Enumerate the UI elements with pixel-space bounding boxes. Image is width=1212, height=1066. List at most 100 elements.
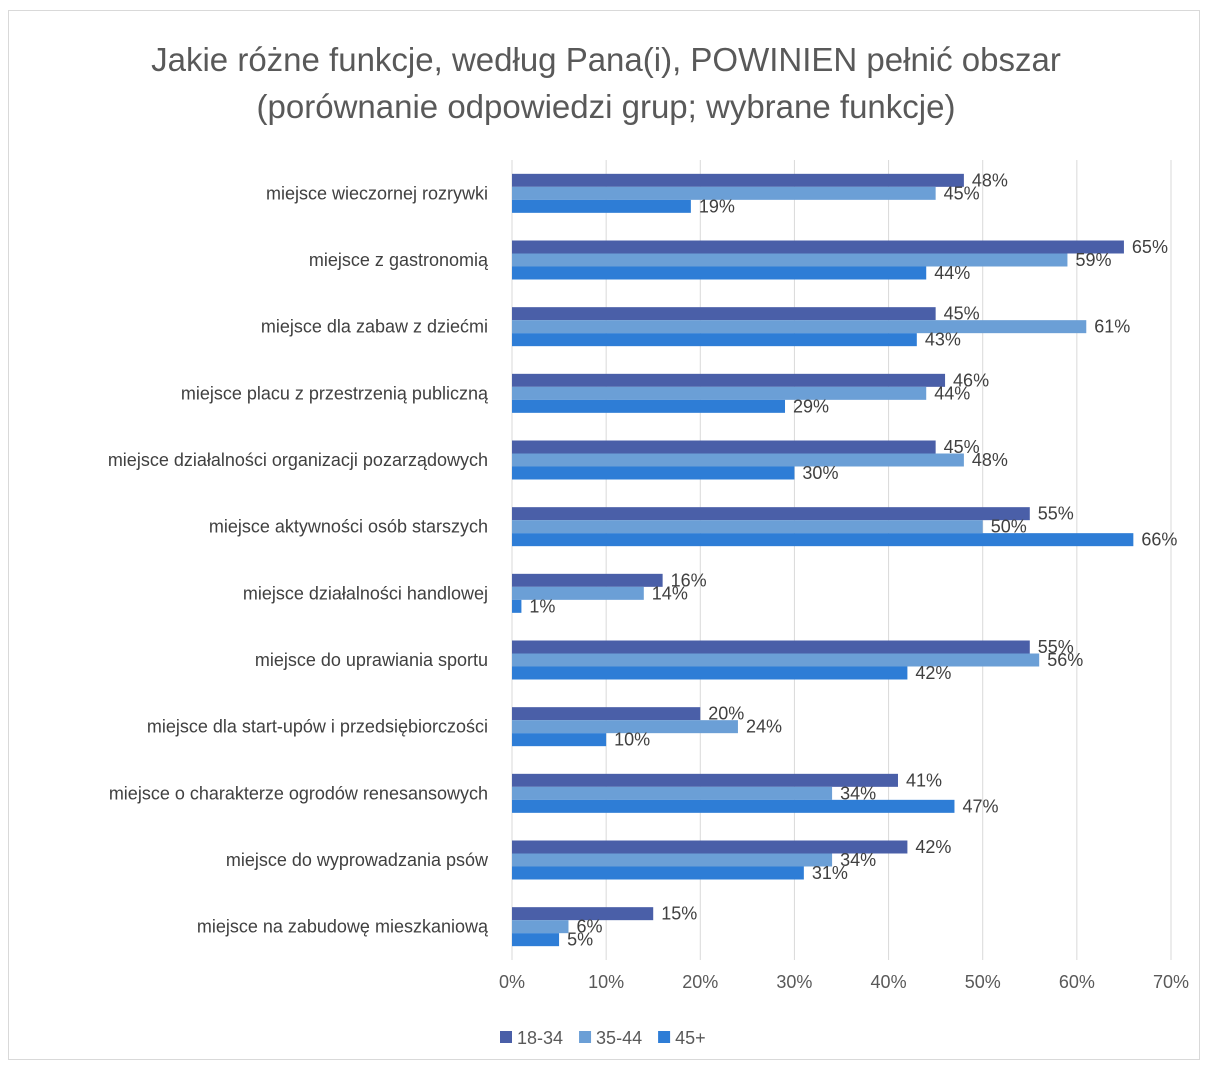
- bar-35-44-3: [512, 386, 927, 400]
- legend-label-45: 45+: [675, 1028, 706, 1048]
- data-label-35-44-10: 34%: [840, 850, 876, 870]
- category-label-miejsce-wieczornej-rozrywki: miejsce wieczornej rozrywki: [266, 183, 488, 203]
- data-label-45-5: 66%: [1141, 530, 1177, 550]
- data-label-45-9: 47%: [962, 796, 998, 816]
- bar-18-34-5: [512, 507, 1030, 521]
- category-label-miejsce-dla-start-up-w-i-przedsi-biorczo-ci: miejsce dla start-upów i przedsiębiorczo…: [147, 717, 488, 737]
- x-tick-0: 0%: [499, 972, 525, 992]
- data-label-35-44-2: 61%: [1094, 317, 1130, 337]
- legend-swatch-45: [658, 1031, 671, 1043]
- data-label-35-44-7: 56%: [1047, 650, 1083, 670]
- bar-18-34-10: [512, 840, 908, 854]
- bar-45-6: [512, 599, 522, 613]
- bar-18-34-3: [512, 373, 946, 387]
- data-label-18-34-2: 45%: [944, 304, 980, 324]
- bar-35-44-10: [512, 853, 833, 867]
- legend-swatch-18-34: [500, 1031, 512, 1043]
- bar-45-1: [512, 266, 927, 280]
- bars: [512, 173, 1134, 947]
- data-label-18-34-5: 55%: [1038, 504, 1074, 524]
- bar-45-4: [512, 466, 795, 480]
- data-label-45-6: 1%: [529, 596, 555, 616]
- x-tick-30: 30%: [776, 972, 812, 992]
- bar-45-11: [512, 933, 560, 947]
- bar-35-44-7: [512, 653, 1040, 667]
- bar-35-44-11: [512, 920, 569, 934]
- data-label-45-11: 5%: [567, 930, 593, 950]
- bar-45-8: [512, 733, 607, 747]
- bar-18-34-6: [512, 573, 663, 587]
- category-label-miejsce-na-zabudow-mieszkaniow: miejsce na zabudowę mieszkaniową: [197, 917, 489, 937]
- x-tick-20: 20%: [682, 972, 718, 992]
- data-label-18-34-7: 55%: [1038, 637, 1074, 657]
- data-label-45-7: 42%: [915, 663, 951, 683]
- data-label-35-44-9: 34%: [840, 783, 876, 803]
- category-label-miejsce-dzia-alno-ci-handlowej: miejsce działalności handlowej: [243, 583, 488, 603]
- x-tick-50: 50%: [965, 972, 1001, 992]
- bar-35-44-6: [512, 586, 644, 600]
- category-label-miejsce-do-wyprowadzania-ps-w: miejsce do wyprowadzania psów: [226, 850, 489, 870]
- category-label-miejsce-aktywno-ci-os-b-starszych: miejsce aktywności osób starszych: [209, 517, 488, 537]
- x-tick-40: 40%: [871, 972, 907, 992]
- data-label-35-44-11: 6%: [576, 917, 602, 937]
- bar-18-34-8: [512, 707, 701, 721]
- data-label-35-44-4: 48%: [972, 450, 1008, 470]
- bar-18-34-11: [512, 907, 654, 921]
- bar-45-0: [512, 199, 691, 213]
- bar-45-10: [512, 866, 804, 880]
- data-label-18-34-4: 45%: [944, 437, 980, 457]
- bar-45-3: [512, 399, 786, 413]
- bar-35-44-9: [512, 786, 833, 800]
- data-labels: 48%45%19%65%59%44%45%61%43%46%44%29%45%4…: [529, 170, 1177, 949]
- bar-45-9: [512, 799, 955, 813]
- bar-35-44-1: [512, 253, 1068, 267]
- data-label-18-34-8: 20%: [708, 704, 744, 724]
- data-label-18-34-1: 65%: [1132, 237, 1168, 257]
- bar-35-44-0: [512, 186, 936, 200]
- x-tick-10: 10%: [588, 972, 624, 992]
- bar-35-44-2: [512, 320, 1087, 334]
- chart-title: Jakie różne funkcje, według Pana(i), POW…: [0, 36, 1212, 130]
- category-label-miejsce-do-uprawiania-sportu: miejsce do uprawiania sportu: [255, 650, 488, 670]
- category-label-miejsce-placu-z-przestrzeni-publiczn: miejsce placu z przestrzenią publiczną: [181, 383, 489, 403]
- chart-title-line2: (porównanie odpowiedzi grup; wybrane fun…: [256, 88, 956, 125]
- bar-18-34-2: [512, 307, 936, 321]
- category-labels: miejsce wieczornej rozrywki miejsce z gas…: [108, 183, 489, 936]
- bar-45-5: [512, 533, 1134, 547]
- data-label-35-44-8: 24%: [746, 717, 782, 737]
- category-label-miejsce-o-charakterze-ogrod-w-renesansowych: miejsce o charakterze ogrodów renesansow…: [109, 783, 488, 803]
- x-tick-60: 60%: [1059, 972, 1095, 992]
- category-label-miejsce-z-gastronomi: miejsce z gastronomią: [309, 250, 489, 270]
- data-label-18-34-3: 46%: [953, 370, 989, 390]
- bar-18-34-4: [512, 440, 936, 454]
- bar-45-7: [512, 666, 908, 680]
- data-label-18-34-11: 15%: [661, 904, 697, 924]
- category-label-miejsce-dzia-alno-ci-organizacji-pozarz-dowych: miejsce działalności organizacji pozarzą…: [108, 450, 488, 470]
- bar-35-44-5: [512, 520, 983, 534]
- data-label-35-44-1: 59%: [1075, 250, 1111, 270]
- data-label-18-34-0: 48%: [972, 170, 1008, 190]
- legend: 18-34 35-44 45+: [500, 1028, 706, 1048]
- legend-label-18-34: 18-34: [517, 1028, 563, 1048]
- data-label-45-8: 10%: [614, 730, 650, 750]
- data-label-45-1: 44%: [934, 263, 970, 283]
- bar-45-2: [512, 333, 917, 347]
- bar-18-34-0: [512, 173, 964, 187]
- data-label-35-44-0: 45%: [944, 183, 980, 203]
- data-label-35-44-5: 50%: [991, 517, 1027, 537]
- data-label-45-10: 31%: [812, 863, 848, 883]
- legend-swatch-35-44: [579, 1031, 592, 1043]
- bar-18-34-9: [512, 773, 898, 787]
- gridlines: [511, 160, 1172, 960]
- data-label-45-0: 19%: [699, 196, 735, 216]
- bar-18-34-1: [512, 240, 1124, 254]
- data-label-18-34-10: 42%: [915, 837, 951, 857]
- bar-18-34-7: [512, 640, 1030, 654]
- data-label-45-4: 30%: [802, 463, 838, 483]
- bar-35-44-8: [512, 720, 738, 734]
- chart-title-line1: Jakie różne funkcje, według Pana(i), POW…: [151, 41, 1061, 78]
- data-label-18-34-6: 16%: [671, 570, 707, 590]
- legend-label-35-44: 35-44: [596, 1028, 642, 1048]
- data-label-45-2: 43%: [925, 330, 961, 350]
